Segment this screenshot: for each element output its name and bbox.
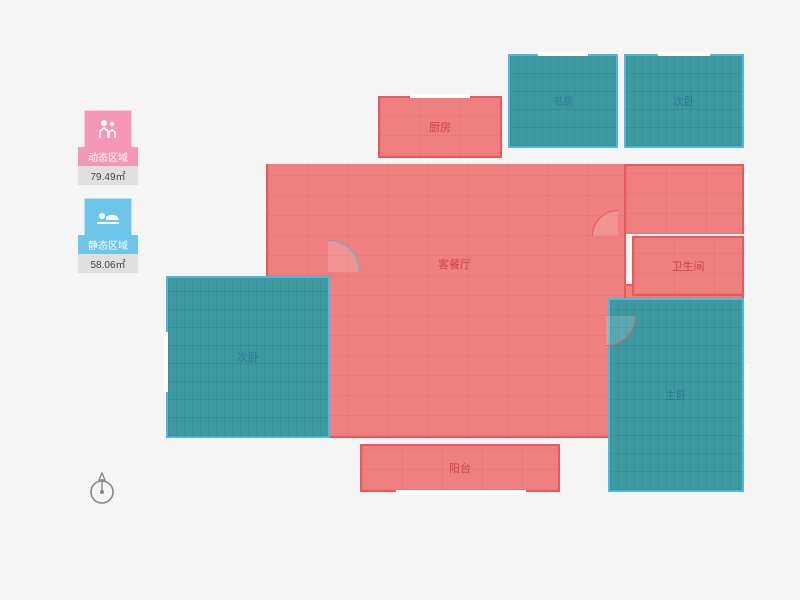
window-mark [538,52,588,56]
room-bedroom2-top: 次卧 [624,54,744,148]
room-label-bathroom: 卫生间 [672,258,705,274]
compass-icon [88,470,116,498]
room-bathroom: 卫生间 [632,236,744,296]
window-mark [164,332,168,392]
room-label-study: 书房 [552,93,574,109]
room-label-master: 主卧 [665,387,687,403]
room-label-bedroom2-left: 次卧 [237,349,259,365]
window-mark [396,490,526,494]
legend-dynamic-title: 动态区域 [78,147,138,166]
room-label-kitchen: 厨房 [429,119,451,135]
legend-static-title: 静态区域 [78,235,138,254]
legend-dynamic: 动态区域 79.49㎡ [78,110,138,185]
window-mark [658,52,710,56]
legend-dynamic-value: 79.49㎡ [78,166,138,185]
room-balcony: 阳台 [360,444,560,492]
room-kitchen: 厨房 [378,96,502,158]
window-mark [744,174,748,224]
floor-plan: 客餐厅厨房书房次卧卫生间次卧主卧阳台 [210,54,770,554]
window-mark [410,94,470,98]
sleep-icon [84,198,132,236]
room-study: 书房 [508,54,618,148]
room-label-living: 客餐厅 [438,256,471,272]
room-label-bedroom2-top: 次卧 [673,93,695,109]
legend-static-value: 58.06㎡ [78,254,138,273]
room-bedroom2-left: 次卧 [166,276,330,438]
legend-static: 静态区域 58.06㎡ [78,198,138,273]
people-icon [84,110,132,148]
window-mark [744,364,748,434]
room-label-balcony: 阳台 [449,460,471,476]
